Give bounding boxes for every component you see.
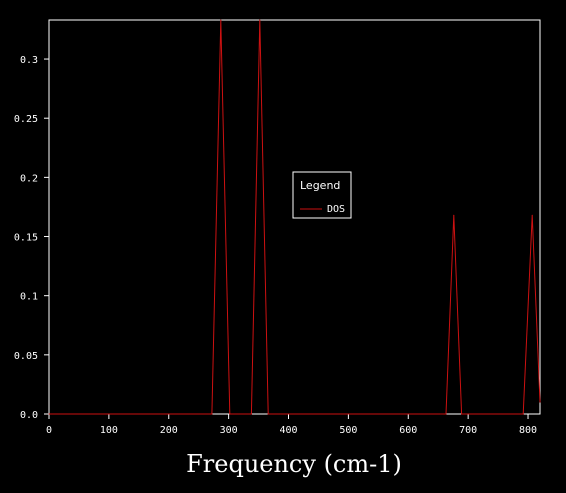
series-point (211, 413, 213, 415)
series-point (250, 413, 252, 415)
legend-title: Legend (300, 179, 340, 192)
y-tick-label: 0.0 (20, 410, 38, 421)
series-point (267, 413, 269, 415)
x-axis-ticks: 0 100 200 300 400 500 600 700 800 (46, 414, 537, 436)
y-tick-label: 0.3 (20, 55, 38, 66)
series-point (220, 19, 222, 21)
legend-box (292, 171, 352, 219)
series-point (531, 214, 533, 216)
x-axis-title: Frequency (cm-1) (186, 450, 402, 478)
x-tick-label: 300 (220, 425, 238, 436)
series-point (522, 413, 524, 415)
x-tick-label: 100 (100, 425, 118, 436)
y-tick-label: 0.05 (14, 351, 38, 362)
x-tick-label: 500 (339, 425, 357, 436)
x-tick-label: 400 (279, 425, 297, 436)
series-point (539, 401, 541, 403)
x-tick-label: 600 (399, 425, 417, 436)
y-tick-label: 0.2 (20, 173, 38, 184)
y-tick-label: 0.15 (14, 233, 38, 244)
y-tick-label: 0.1 (20, 292, 38, 303)
series-point (445, 413, 447, 415)
series-point (48, 413, 50, 415)
series-point (259, 19, 261, 21)
x-tick-label: 700 (459, 425, 477, 436)
x-tick-label: 0 (46, 425, 52, 436)
legend-entry-dos: DOS (327, 204, 345, 215)
x-tick-label: 800 (519, 425, 537, 436)
x-tick-label: 200 (160, 425, 178, 436)
y-axis-ticks: 0.0 0.05 0.1 0.15 0.2 0.25 0.3 (14, 55, 49, 421)
series-point (229, 413, 231, 415)
series-point (461, 413, 463, 415)
plot-area (48, 19, 541, 415)
y-tick-label: 0.25 (14, 114, 38, 125)
legend: Legend DOS (292, 171, 352, 219)
series-point (453, 214, 455, 216)
